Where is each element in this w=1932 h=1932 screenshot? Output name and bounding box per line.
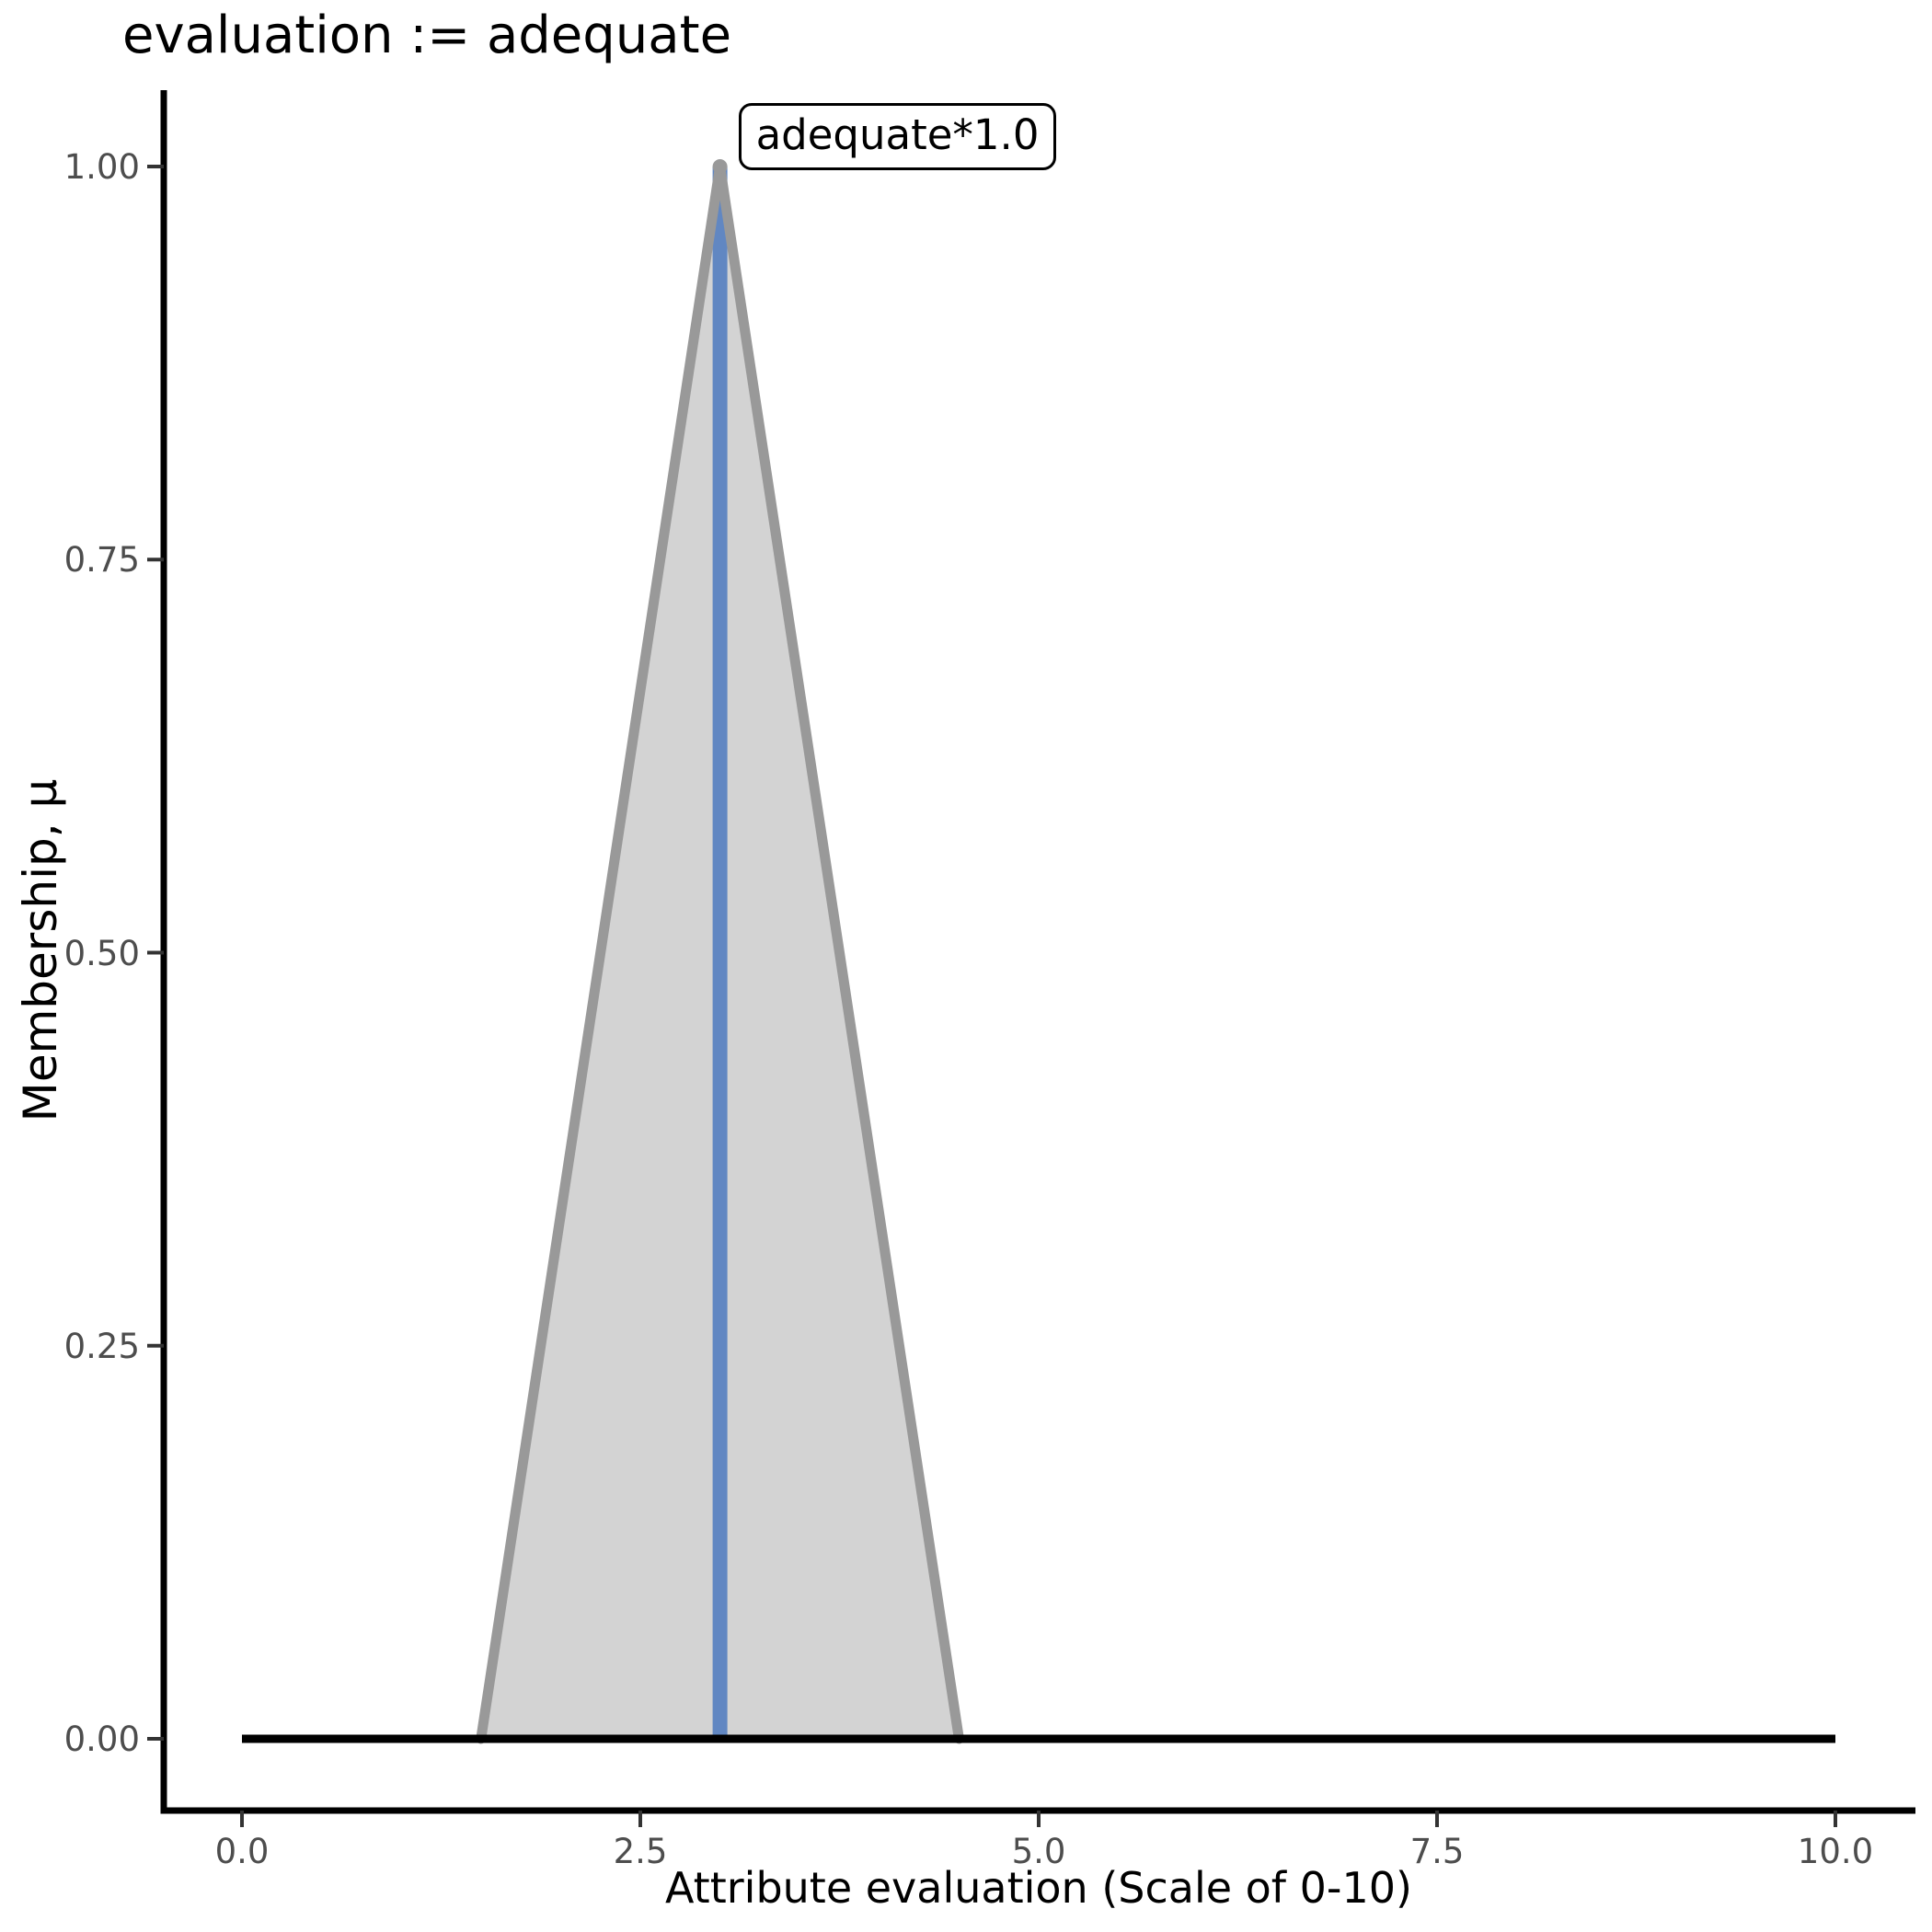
y-tick-label: 0.50 — [63, 933, 140, 973]
x-tick-label: 0.0 — [214, 1832, 270, 1871]
x-tick-label: 2.5 — [613, 1832, 668, 1871]
chart-title: evaluation := adequate — [122, 6, 732, 65]
x-axis-title: Attribute evaluation (Scale of 0-10) — [665, 1863, 1412, 1913]
x-tick-label: 5.0 — [1011, 1832, 1066, 1871]
x-tick-label: 7.5 — [1409, 1832, 1465, 1871]
y-tick-label: 0.25 — [63, 1326, 140, 1366]
peak-marker-dot — [712, 159, 728, 174]
y-tick-label: 0.75 — [63, 540, 140, 581]
annotation-label: adequate*1.0 — [738, 103, 1057, 170]
y-tick-label: 1.00 — [63, 147, 140, 187]
x-tick-label: 10.0 — [1797, 1832, 1874, 1871]
y-axis-title: Membership, μ — [14, 778, 67, 1122]
y-tick-label: 0.00 — [63, 1719, 140, 1759]
